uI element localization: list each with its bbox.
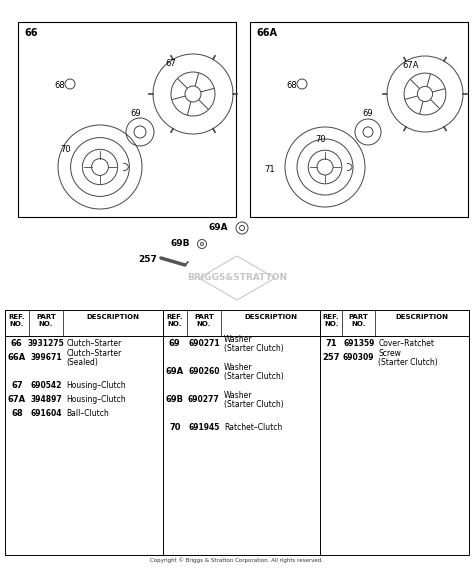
- Text: 71: 71: [325, 340, 337, 349]
- Text: PART
NO.: PART NO.: [194, 314, 214, 327]
- Text: 3931275: 3931275: [27, 340, 64, 349]
- Text: 690260: 690260: [188, 367, 219, 377]
- Text: BRIGGS&STRATTON: BRIGGS&STRATTON: [187, 274, 287, 282]
- Text: DESCRIPTION: DESCRIPTION: [396, 314, 448, 320]
- Bar: [5, 310, 469, 555]
- Text: (Starter Clutch): (Starter Clutch): [378, 357, 438, 366]
- Text: 70: 70: [61, 144, 71, 153]
- Text: (Starter Clutch): (Starter Clutch): [224, 399, 284, 408]
- Text: 68: 68: [286, 81, 297, 90]
- Text: 66: 66: [11, 340, 23, 349]
- Text: 690271: 690271: [188, 340, 219, 349]
- Text: REF.
NO.: REF. NO.: [9, 314, 25, 327]
- Text: Housing–Clutch: Housing–Clutch: [66, 382, 126, 391]
- Text: PART
NO.: PART NO.: [36, 314, 56, 327]
- Text: DESCRIPTION: DESCRIPTION: [87, 314, 140, 320]
- Text: Clutch–Starter: Clutch–Starter: [66, 340, 122, 349]
- Text: 69A: 69A: [209, 223, 228, 232]
- Text: 69B: 69B: [166, 395, 184, 404]
- Text: 691604: 691604: [30, 410, 62, 419]
- Text: 71: 71: [264, 165, 274, 174]
- Text: 394897: 394897: [30, 395, 62, 404]
- Text: REF.
NO.: REF. NO.: [166, 314, 183, 327]
- Text: Washer: Washer: [224, 391, 253, 400]
- Text: 67A: 67A: [8, 395, 26, 404]
- Text: Cover–Ratchet: Cover–Ratchet: [378, 340, 434, 349]
- Text: 399671: 399671: [30, 353, 62, 362]
- Text: 66A: 66A: [256, 28, 277, 38]
- Text: DESCRIPTION: DESCRIPTION: [244, 314, 297, 320]
- Text: 67: 67: [165, 60, 176, 69]
- Text: Ball–Clutch: Ball–Clutch: [66, 410, 109, 419]
- Text: 69: 69: [131, 110, 141, 119]
- Text: (Starter Clutch): (Starter Clutch): [224, 344, 284, 353]
- Text: (Starter Clutch): (Starter Clutch): [224, 371, 284, 381]
- Text: 69B: 69B: [171, 240, 190, 249]
- Text: 66: 66: [24, 28, 37, 38]
- Text: Ratchet–Clutch: Ratchet–Clutch: [224, 424, 283, 432]
- Text: Copyright © Briggs & Stratton Corporation. All rights reserved.: Copyright © Briggs & Stratton Corporatio…: [151, 557, 323, 563]
- Text: 690277: 690277: [188, 395, 219, 404]
- Text: 67: 67: [11, 382, 23, 391]
- Bar: [18, 22, 236, 217]
- Text: Screw: Screw: [378, 349, 401, 358]
- Text: PART
NO.: PART NO.: [349, 314, 369, 327]
- Text: 69A: 69A: [166, 367, 184, 377]
- Text: 66A: 66A: [8, 353, 26, 362]
- Text: 691359: 691359: [343, 340, 374, 349]
- Text: 690542: 690542: [30, 382, 62, 391]
- Text: 690309: 690309: [343, 353, 374, 362]
- Text: 691945: 691945: [188, 424, 219, 432]
- Text: 69: 69: [169, 340, 181, 349]
- Text: Washer: Washer: [224, 364, 253, 373]
- Text: 70: 70: [316, 135, 326, 144]
- Text: 257: 257: [322, 353, 340, 362]
- Text: 67A: 67A: [403, 61, 419, 70]
- Text: Housing–Clutch: Housing–Clutch: [66, 395, 126, 404]
- Text: REF.
NO.: REF. NO.: [323, 314, 339, 327]
- Bar: [250, 22, 468, 217]
- Text: Clutch–Starter: Clutch–Starter: [66, 349, 122, 358]
- Text: 68: 68: [11, 410, 23, 419]
- Text: 70: 70: [169, 424, 181, 432]
- Text: 257: 257: [138, 256, 157, 265]
- Text: (Sealed): (Sealed): [66, 357, 98, 366]
- Text: 69: 69: [363, 110, 374, 119]
- Text: 68: 68: [54, 81, 65, 90]
- Text: Washer: Washer: [224, 336, 253, 345]
